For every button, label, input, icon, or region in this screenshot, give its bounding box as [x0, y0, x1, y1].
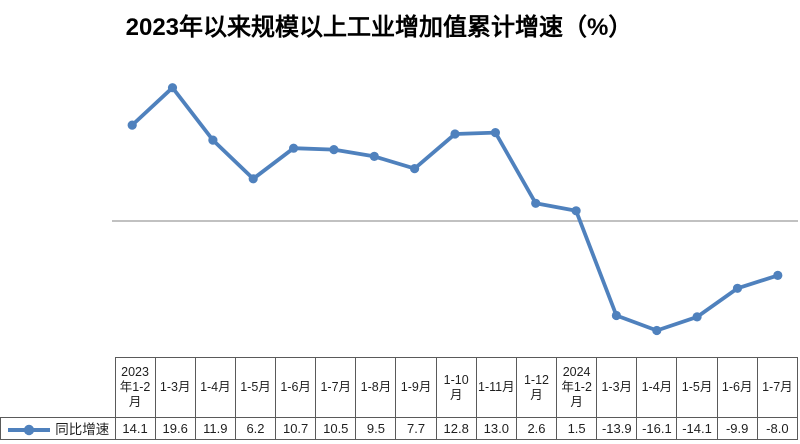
table-header-cell: 2023年1-2月: [114, 357, 156, 418]
chart-data-table: 2023年1-2月 1-3月 1-4月 1-5月 1-6月 1-7月 1-8月 1-9月 1-1…: [0, 357, 799, 440]
table-header-cell: 1-6月: [716, 357, 758, 418]
table-header-cell: 1-11月: [475, 357, 517, 418]
data-point-marker: [167, 83, 178, 93]
series-legend-icon: [8, 424, 51, 436]
table-header-cell: 1-5月: [676, 357, 718, 418]
table-value-cell: -13.9: [596, 417, 638, 440]
data-point-marker: [248, 174, 258, 184]
data-point-marker: [652, 325, 662, 336]
table-header-cell: 1-7月: [315, 357, 357, 418]
data-point-marker: [773, 270, 783, 280]
table-header-cell: 1-3月: [154, 357, 196, 418]
data-point-marker: [692, 312, 702, 322]
series-line: [130, 85, 780, 333]
table-value-cell: 13.0: [475, 417, 517, 440]
table-value-cell: 2.6: [515, 417, 558, 440]
table-header-cell: 1-10月: [435, 357, 477, 418]
table-value-cell: -8.0: [756, 417, 799, 440]
table-value-cell: -9.9: [716, 417, 758, 440]
table-header-cell: 1-12月: [515, 357, 558, 418]
table-value-cell: 1.5: [556, 417, 598, 440]
data-point-marker: [289, 143, 299, 153]
table-value-cell: 12.8: [435, 417, 477, 440]
table-header-cell: 1-3月: [596, 357, 638, 418]
chart-title: 2023年以来规模以上工业增加值累计增速（%）: [125, 14, 633, 41]
series-group: [127, 83, 783, 336]
table-header-cell: 1-5月: [234, 357, 277, 418]
data-point-marker: [369, 151, 379, 161]
table-value-cell: 7.7: [395, 417, 437, 440]
table-header-cell: 1-7月: [756, 357, 799, 418]
table-value-cell: 9.5: [355, 417, 397, 440]
table-value-cell: 19.6: [154, 417, 196, 440]
value-row: 同比增速 14.1 19.6 11.9 6.2 10.7 10.5 9.5 7.7 12.8 13…: [0, 417, 799, 440]
table-value-cell: 10.5: [315, 417, 357, 440]
data-point-marker: [571, 206, 581, 216]
corner-cell: [1, 358, 116, 418]
legend-cell: 同比增速: [0, 417, 116, 440]
legend-label: 同比增速: [55, 422, 110, 437]
data-point-marker: [127, 120, 137, 130]
table-header-cell: 1-4月: [636, 357, 678, 418]
table-value-cell: 6.2: [234, 417, 277, 440]
table-value-cell: 11.9: [194, 417, 236, 440]
data-point-marker: [208, 135, 218, 145]
data-point-marker: [329, 145, 339, 155]
table-value-cell: 14.1: [114, 417, 156, 440]
table-value-cell: 10.7: [275, 417, 317, 440]
table-header-cell: 2024年1-2月: [556, 357, 598, 418]
table-header-cell: 1-4月: [194, 357, 236, 418]
data-point-marker: [611, 310, 622, 321]
table-value-cell: -14.1: [676, 417, 718, 440]
table-header-cell: 1-9月: [395, 357, 437, 418]
data-point-marker: [490, 128, 500, 138]
table-header-cell: 1-8月: [355, 357, 397, 418]
data-point-marker: [410, 164, 420, 174]
data-point-marker: [450, 129, 460, 139]
data-point-marker: [732, 283, 743, 293]
data-point-marker: [531, 198, 541, 208]
table-header-cell: 1-6月: [275, 357, 317, 418]
header-row: 2023年1-2月 1-3月 1-4月 1-5月 1-6月 1-7月 1-8月 1-9月 1-1…: [1, 357, 799, 418]
table-value-cell: -16.1: [636, 417, 678, 440]
